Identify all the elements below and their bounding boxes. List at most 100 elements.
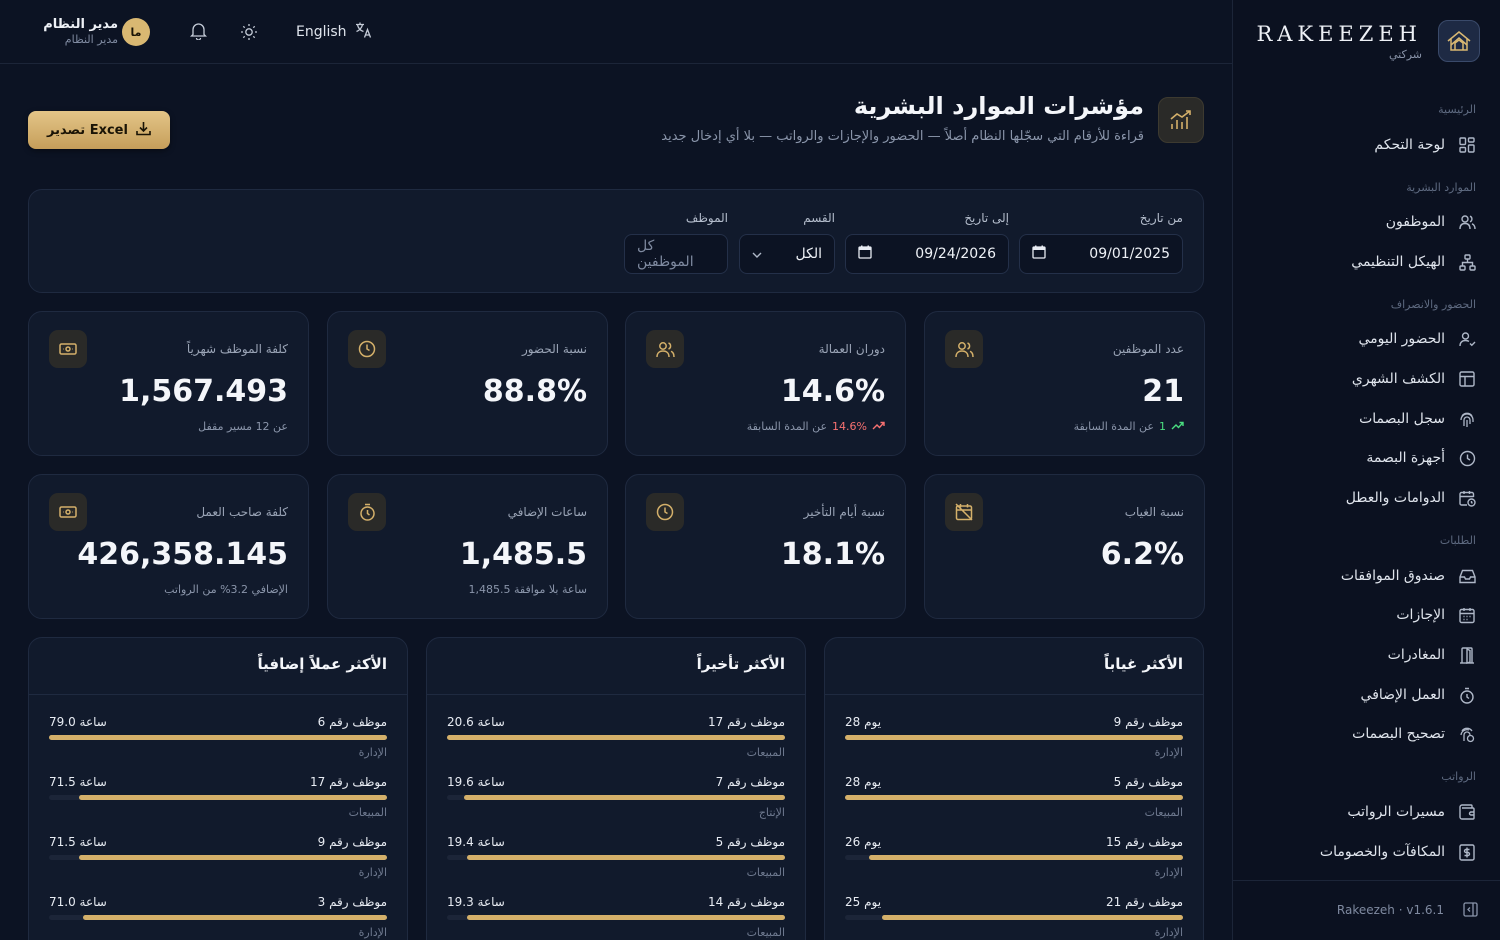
kpi-value: 426,358.145 bbox=[77, 537, 288, 572]
collapse-sidebar-icon[interactable] bbox=[1463, 902, 1478, 921]
to-date-input[interactable]: 09/24/2026 bbox=[845, 234, 1009, 274]
topbar: English ما مدير النظام مدير النظام bbox=[0, 0, 1232, 64]
ranking-value: 19.3 ساعة bbox=[447, 895, 505, 909]
download-icon bbox=[136, 121, 151, 140]
sidebar-item-dashboard[interactable]: لوحة التحكم bbox=[1257, 132, 1476, 158]
kpi-label: ساعات الإضافي bbox=[507, 505, 587, 519]
ranking-bar-track bbox=[49, 795, 387, 800]
language-switcher[interactable]: English bbox=[296, 21, 373, 43]
employee-input[interactable]: كل الموظفين bbox=[624, 234, 728, 274]
kpi-label: نسبة أيام التأخير bbox=[803, 505, 885, 519]
sidebar-item-label: أجهزة البصمة bbox=[1366, 450, 1445, 466]
sidebar-item-bonuses-deductions[interactable]: المكافآت والخصومات bbox=[1257, 839, 1476, 865]
kpi-label: دوران العمالة bbox=[818, 342, 885, 356]
sidebar-item-org-chart[interactable]: الهيكل التنظيمي bbox=[1257, 249, 1476, 275]
ranking-bar-track bbox=[49, 915, 387, 920]
sidebar-item-fingerprint-devices[interactable]: أجهزة البصمة bbox=[1257, 445, 1476, 471]
user-check-icon bbox=[1458, 330, 1476, 348]
calendar-icon[interactable] bbox=[858, 245, 872, 263]
sidebar-item-label: سجل البصمات bbox=[1359, 411, 1445, 427]
ranking-bar-fill bbox=[49, 735, 387, 740]
sidebar-item-shifts-holidays[interactable]: الدوامات والعطل bbox=[1257, 485, 1476, 511]
fingerprint-fix-icon bbox=[1458, 725, 1476, 743]
sidebar-item-employees[interactable]: الموظفون bbox=[1257, 209, 1476, 235]
chevron-down-icon bbox=[752, 246, 762, 262]
avatar: ما bbox=[122, 18, 150, 46]
ranking-bar-fill bbox=[82, 915, 387, 920]
ranking-value: 26 يوم bbox=[845, 835, 882, 849]
to-date-label: إلى تاريخ bbox=[964, 211, 1009, 225]
ranking-header: الأكثر غياباً bbox=[825, 638, 1203, 695]
brand-name: RAKEEZEH bbox=[1256, 22, 1422, 46]
kpi-late-days-rate: نسبة أيام التأخير 18.1% bbox=[625, 474, 906, 619]
wallet-icon bbox=[1458, 803, 1476, 821]
language-label: English bbox=[296, 24, 347, 40]
export-excel-button[interactable]: تصدير Excel bbox=[28, 111, 170, 149]
user-role: مدير النظام bbox=[64, 33, 118, 46]
ranking-bar-fill bbox=[79, 855, 387, 860]
sidebar-item-label: الهيكل التنظيمي bbox=[1351, 254, 1445, 270]
kpi-note: الإضافي 3.2% من الرواتب bbox=[164, 583, 288, 596]
sidebar-item-approvals-inbox[interactable]: صندوق الموافقات bbox=[1257, 563, 1476, 589]
brand[interactable]: RAKEEZEH شركتي bbox=[1252, 20, 1480, 66]
department-name: الإدارة bbox=[1154, 866, 1183, 879]
notifications-bell-icon[interactable] bbox=[189, 22, 208, 44]
clock-icon bbox=[646, 493, 684, 531]
trend-up-icon bbox=[1171, 420, 1184, 433]
sidebar-item-leaves[interactable]: الإجازات bbox=[1257, 602, 1476, 628]
kpi-delta: 14.6% bbox=[832, 420, 867, 433]
kpi-value: 1,567.493 bbox=[119, 374, 288, 409]
clock-icon bbox=[1458, 449, 1476, 467]
sidebar-item-monthly-sheet[interactable]: الكشف الشهري bbox=[1257, 366, 1476, 392]
sidebar-item-fingerprint-correction[interactable]: تصحيح البصمات bbox=[1257, 721, 1476, 747]
kpi-label: كلفة الموظف شهرياً bbox=[186, 342, 288, 356]
sidebar-item-departures[interactable]: المغادرات bbox=[1257, 642, 1476, 668]
ranking-bar-fill bbox=[447, 735, 785, 740]
ranking-bar-track bbox=[447, 915, 785, 920]
sidebar-item-label: الإجازات bbox=[1396, 607, 1445, 623]
money-icon bbox=[49, 493, 87, 531]
from-date-label: من تاريخ bbox=[1139, 211, 1183, 225]
user-menu[interactable]: ما مدير النظام مدير النظام bbox=[43, 17, 154, 49]
export-label: تصدير Excel bbox=[47, 122, 128, 138]
kpi-value: 18.1% bbox=[780, 537, 885, 572]
employee-name: موظف رقم 21 bbox=[1105, 895, 1183, 909]
department-select[interactable]: الكل bbox=[739, 234, 835, 274]
employee-name: موظف رقم 17 bbox=[707, 715, 785, 729]
calendar-clock-icon bbox=[1458, 489, 1476, 507]
from-date-value: 09/01/2025 bbox=[1089, 246, 1170, 262]
department-name: الإدارة bbox=[1154, 746, 1183, 759]
kpi-note: 1,485.5 ساعة بلا موافقة bbox=[468, 583, 587, 596]
analytics-chart-icon bbox=[1158, 97, 1204, 143]
kpi-delta: 1 bbox=[1159, 420, 1166, 433]
inbox-icon bbox=[1458, 567, 1476, 585]
ranking-bar-fill bbox=[868, 855, 1183, 860]
sidebar-item-label: الحضور اليومي bbox=[1358, 331, 1445, 347]
nav-group-main: الرئيسية bbox=[1438, 103, 1476, 116]
door-icon bbox=[1458, 646, 1476, 664]
sidebar-item-daily-attendance[interactable]: الحضور اليومي bbox=[1257, 326, 1476, 352]
ranking-row: موظف رقم 14 19.3 ساعة المبيعات bbox=[447, 895, 785, 940]
department-name: الإنتاج bbox=[758, 806, 785, 819]
kpi-attendance-rate: نسبة الحضور 88.8% bbox=[327, 311, 608, 456]
ranking-bar-fill bbox=[845, 795, 1183, 800]
theme-toggle-sun-icon[interactable] bbox=[240, 23, 258, 45]
kpi-monthly-employee-cost: كلفة الموظف شهرياً 1,567.493 عن 12 مسير … bbox=[28, 311, 309, 456]
app-version: Rakeezeh · v1.6.1 bbox=[1336, 903, 1444, 917]
brand-subtitle: شركتي bbox=[1388, 48, 1422, 61]
timer-icon bbox=[348, 493, 386, 531]
sidebar-item-payroll-runs[interactable]: مسيرات الرواتب bbox=[1257, 799, 1476, 825]
sidebar-item-fingerprint-log[interactable]: سجل البصمات bbox=[1257, 406, 1476, 432]
ranking-bar-track bbox=[845, 735, 1183, 740]
from-date-input[interactable]: 09/01/2025 bbox=[1019, 234, 1183, 274]
ranking-bar-track bbox=[447, 855, 785, 860]
sidebar-footer: Rakeezeh · v1.6.1 bbox=[1232, 880, 1500, 940]
employee-name: موظف رقم 9 bbox=[317, 835, 387, 849]
ranking-bar-track bbox=[447, 735, 785, 740]
users-icon bbox=[1458, 213, 1476, 231]
kpi-label: نسبة الحضور bbox=[521, 342, 587, 356]
calendar-icon[interactable] bbox=[1032, 245, 1046, 263]
sidebar-item-label: صندوق الموافقات bbox=[1340, 568, 1445, 584]
sidebar-item-overtime[interactable]: العمل الإضافي bbox=[1257, 682, 1476, 708]
clock-icon bbox=[348, 330, 386, 368]
